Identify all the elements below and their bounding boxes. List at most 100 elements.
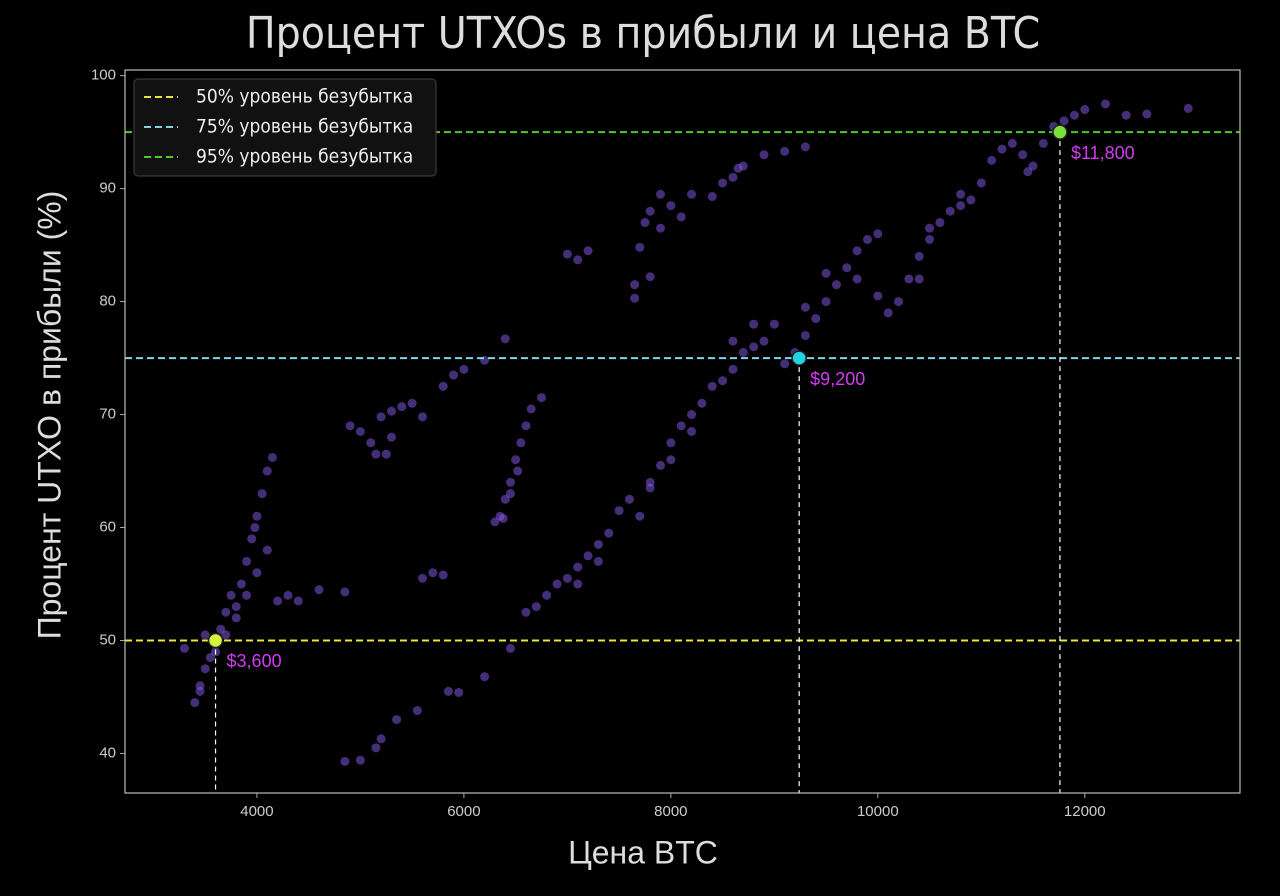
point <box>656 223 666 233</box>
point <box>925 223 935 233</box>
point <box>1007 138 1017 148</box>
point <box>614 506 624 516</box>
y-tick-label: 60 <box>99 518 116 535</box>
point <box>862 234 872 244</box>
y-axis-label: Процент UTXO в прибыли (%) <box>31 191 67 640</box>
point <box>635 511 645 521</box>
point <box>537 393 547 403</box>
point <box>666 201 676 211</box>
x-tick-label: 4000 <box>240 803 273 820</box>
point <box>666 455 676 465</box>
point <box>687 410 697 420</box>
x-tick-label: 12000 <box>1064 803 1106 820</box>
point <box>376 412 386 422</box>
x-tick-label: 10000 <box>857 803 899 820</box>
point <box>583 551 593 561</box>
legend-label: 75% уровень безубытка <box>196 116 413 138</box>
point <box>1059 116 1069 126</box>
y-tick-label: 100 <box>91 67 116 84</box>
point <box>573 255 583 265</box>
point <box>252 568 262 578</box>
point <box>914 274 924 284</box>
legend-label: 50% уровень безубытка <box>196 86 413 108</box>
point <box>562 573 572 583</box>
point <box>371 449 381 459</box>
chart-title: Процент UTXOs в прибыли и цена BTC <box>246 8 1040 59</box>
point <box>759 150 769 160</box>
point <box>231 602 241 612</box>
point <box>966 195 976 205</box>
point <box>498 513 508 523</box>
point <box>1069 110 1079 120</box>
point <box>480 672 490 682</box>
point <box>345 421 355 431</box>
legend-box <box>133 78 437 177</box>
point <box>505 489 515 499</box>
point <box>376 734 386 744</box>
point <box>531 602 541 612</box>
point <box>242 590 252 600</box>
point <box>355 427 365 436</box>
x-tick-label: 6000 <box>447 803 480 820</box>
annotation-label: $11,800 <box>1071 143 1135 163</box>
point <box>997 144 1007 154</box>
point <box>314 585 324 595</box>
point <box>418 412 428 422</box>
point <box>593 556 603 566</box>
point <box>800 330 810 340</box>
point <box>842 263 852 273</box>
point <box>340 587 350 597</box>
point <box>976 178 986 188</box>
point <box>366 438 376 448</box>
point <box>236 579 246 589</box>
point <box>1038 138 1048 148</box>
point <box>956 201 966 211</box>
point <box>505 477 515 487</box>
point <box>250 523 260 533</box>
point <box>562 249 572 259</box>
point <box>1018 150 1028 160</box>
point <box>247 534 257 544</box>
point <box>381 449 391 459</box>
point <box>392 715 402 725</box>
point <box>800 142 810 152</box>
point <box>640 218 650 228</box>
highlight-point <box>1052 124 1068 140</box>
point <box>1142 109 1152 119</box>
point <box>728 172 738 182</box>
point <box>231 613 241 623</box>
point <box>630 293 640 303</box>
point <box>428 568 438 578</box>
point <box>656 460 666 470</box>
y-tick-label: 90 <box>99 180 116 197</box>
point <box>397 402 407 412</box>
point <box>925 234 935 244</box>
point <box>935 218 945 228</box>
annotation-label: $9,200 <box>810 369 865 389</box>
point <box>1183 103 1193 113</box>
point <box>759 336 769 346</box>
point <box>728 364 738 374</box>
point <box>516 438 526 448</box>
point <box>707 192 717 202</box>
point <box>676 421 686 431</box>
point <box>749 342 759 352</box>
y-tick-label: 40 <box>99 744 116 761</box>
point <box>645 477 655 487</box>
point <box>987 155 997 165</box>
point <box>821 297 831 307</box>
point <box>449 370 459 380</box>
point <box>355 755 365 765</box>
point <box>831 280 841 290</box>
point <box>500 334 510 344</box>
point <box>573 579 583 589</box>
point <box>371 743 381 753</box>
point <box>583 246 593 256</box>
point <box>914 251 924 261</box>
legend-label: 95% уровень безубытка <box>196 146 413 168</box>
point <box>1100 99 1110 109</box>
point <box>780 146 790 156</box>
point <box>738 347 748 357</box>
point <box>604 528 614 538</box>
point <box>904 274 914 284</box>
